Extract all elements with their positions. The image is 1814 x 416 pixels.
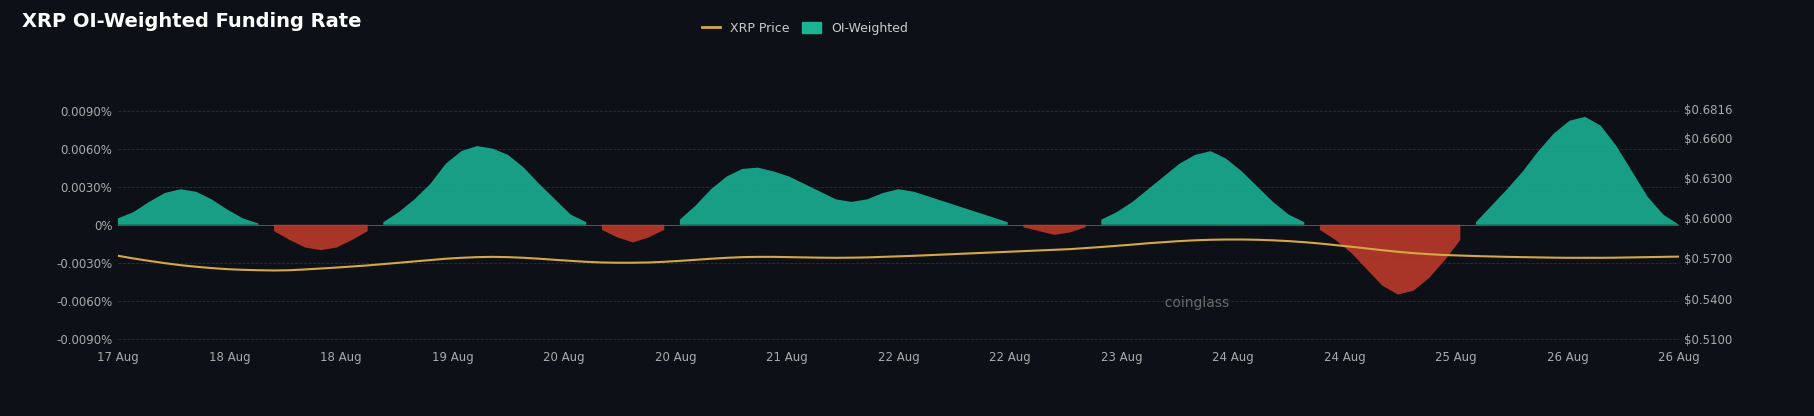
Text: XRP OI-Weighted Funding Rate: XRP OI-Weighted Funding Rate [22, 12, 361, 32]
Legend: XRP Price, OI-Weighted: XRP Price, OI-Weighted [697, 17, 912, 40]
Text: coinglass: coinglass [1156, 296, 1228, 310]
